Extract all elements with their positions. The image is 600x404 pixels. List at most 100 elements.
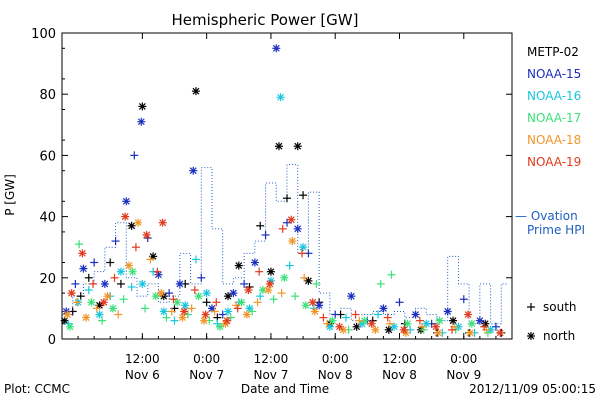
data-point-noaa-19 — [383, 313, 392, 322]
marker-stroke — [277, 93, 284, 101]
marker-stroke — [109, 304, 117, 312]
marker-stroke — [181, 301, 189, 309]
marker-stroke — [455, 323, 462, 331]
marker-stroke — [224, 308, 232, 315]
data-point-noaa-15 — [229, 289, 238, 298]
data-point-metp-02 — [274, 142, 283, 151]
data-point-noaa-19 — [255, 267, 264, 276]
data-point-noaa-17 — [387, 270, 396, 279]
data-point-metp-02 — [127, 221, 136, 230]
data-point-noaa-18 — [310, 307, 319, 316]
marker-stroke — [476, 317, 484, 325]
data-point-noaa-18 — [92, 304, 101, 313]
data-point-noaa-16 — [138, 279, 147, 288]
data-point-noaa-18 — [146, 255, 155, 264]
data-point-noaa-19 — [367, 319, 376, 328]
data-point-noaa-18 — [82, 313, 91, 322]
data-point-noaa-17 — [128, 267, 137, 276]
data-point-noaa-17 — [237, 298, 246, 307]
data-point-noaa-18 — [288, 237, 297, 246]
data-point-noaa-15 — [79, 264, 88, 273]
marker-stroke — [251, 259, 259, 266]
marker-stroke — [449, 317, 457, 325]
marker-stroke — [309, 298, 317, 306]
data-point-noaa-15 — [122, 197, 131, 206]
marker-stroke — [287, 216, 295, 224]
marker-stroke — [264, 286, 272, 294]
data-point-noaa-15 — [189, 166, 198, 175]
marker-stroke — [267, 268, 275, 276]
marker-stroke — [223, 317, 231, 325]
data-point-noaa-15 — [411, 310, 420, 319]
marker-stroke — [311, 308, 319, 315]
data-point-noaa-17 — [269, 295, 278, 304]
marker-stroke — [61, 317, 69, 325]
data-point-noaa-19 — [89, 279, 98, 288]
marker-stroke — [380, 304, 387, 312]
data-point-noaa-19 — [169, 295, 178, 304]
marker-stroke — [128, 222, 136, 230]
data-point-noaa-18 — [178, 313, 187, 322]
data-point-metp-02 — [84, 273, 93, 282]
x-tick-date-label: Nov 9 — [446, 368, 481, 382]
data-point-noaa-18 — [124, 261, 133, 270]
data-point-noaa-18 — [103, 292, 112, 301]
marker-stroke — [78, 249, 86, 257]
data-point-noaa-15 — [459, 295, 468, 304]
marker-stroke — [157, 289, 165, 297]
data-point-noaa-18 — [323, 319, 332, 328]
marker-stroke — [68, 289, 76, 297]
marker-stroke — [466, 329, 474, 337]
data-point-metp-02 — [106, 258, 115, 267]
marker-stroke — [122, 197, 130, 205]
data-point-noaa-19 — [190, 286, 199, 295]
marker-stroke — [390, 323, 398, 331]
data-point-noaa-17 — [98, 316, 107, 325]
marker-stroke — [259, 286, 267, 294]
data-point-noaa-15 — [315, 301, 324, 310]
data-point-noaa-18 — [210, 307, 219, 316]
data-point-noaa-18 — [466, 328, 475, 337]
data-point-metp-02 — [224, 292, 233, 301]
x-tick-time-label: 0:00 — [322, 352, 349, 366]
data-point-noaa-15 — [165, 289, 174, 298]
marker-stroke — [80, 265, 87, 273]
y-axis-label: P [GW] — [3, 174, 17, 216]
data-point-noaa-17 — [119, 295, 128, 304]
data-point-metp-02 — [234, 261, 243, 270]
marker-stroke — [481, 320, 489, 328]
data-point-noaa-18 — [277, 289, 286, 298]
data-point-noaa-18 — [371, 325, 380, 334]
data-point-noaa-15 — [130, 151, 139, 160]
marker-stroke — [496, 329, 504, 337]
data-point-noaa-16 — [341, 313, 350, 322]
data-point-noaa-19 — [287, 215, 296, 224]
data-point-noaa-19 — [308, 298, 317, 307]
data-point-noaa-18 — [253, 298, 262, 307]
legend-ovation-label: — Ovation — [515, 209, 578, 223]
data-point-noaa-19 — [153, 267, 162, 276]
marker-stroke — [202, 311, 209, 318]
data-point-noaa-18 — [167, 307, 176, 316]
marker-stroke — [134, 219, 142, 227]
data-point-noaa-19 — [67, 289, 76, 298]
data-point-noaa-19 — [448, 325, 456, 334]
data-point-noaa-15 — [272, 44, 281, 53]
marker-stroke — [245, 286, 252, 294]
y-tick-label: 100 — [31, 27, 56, 42]
marker-stroke — [432, 323, 440, 331]
marker-stroke — [329, 317, 336, 325]
data-point-noaa-18 — [134, 218, 143, 227]
data-point-noaa-19 — [319, 313, 328, 322]
legend: METP-02 NOAA-15 NOAA-16 NOAA-17 NOAA-18 NOAA-… — [515, 45, 585, 343]
data-point-noaa-19 — [131, 243, 140, 252]
x-tick-time-label: 12:00 — [382, 352, 417, 366]
data-point-noaa-18 — [355, 316, 364, 325]
data-point-noaa-15 — [261, 230, 270, 239]
marker-stroke — [368, 320, 376, 328]
legend-marker-symbol — [527, 303, 535, 311]
data-point-noaa-16 — [285, 261, 294, 270]
legend-entry: NOAA-16 — [527, 89, 581, 103]
marker-stroke — [159, 219, 167, 227]
